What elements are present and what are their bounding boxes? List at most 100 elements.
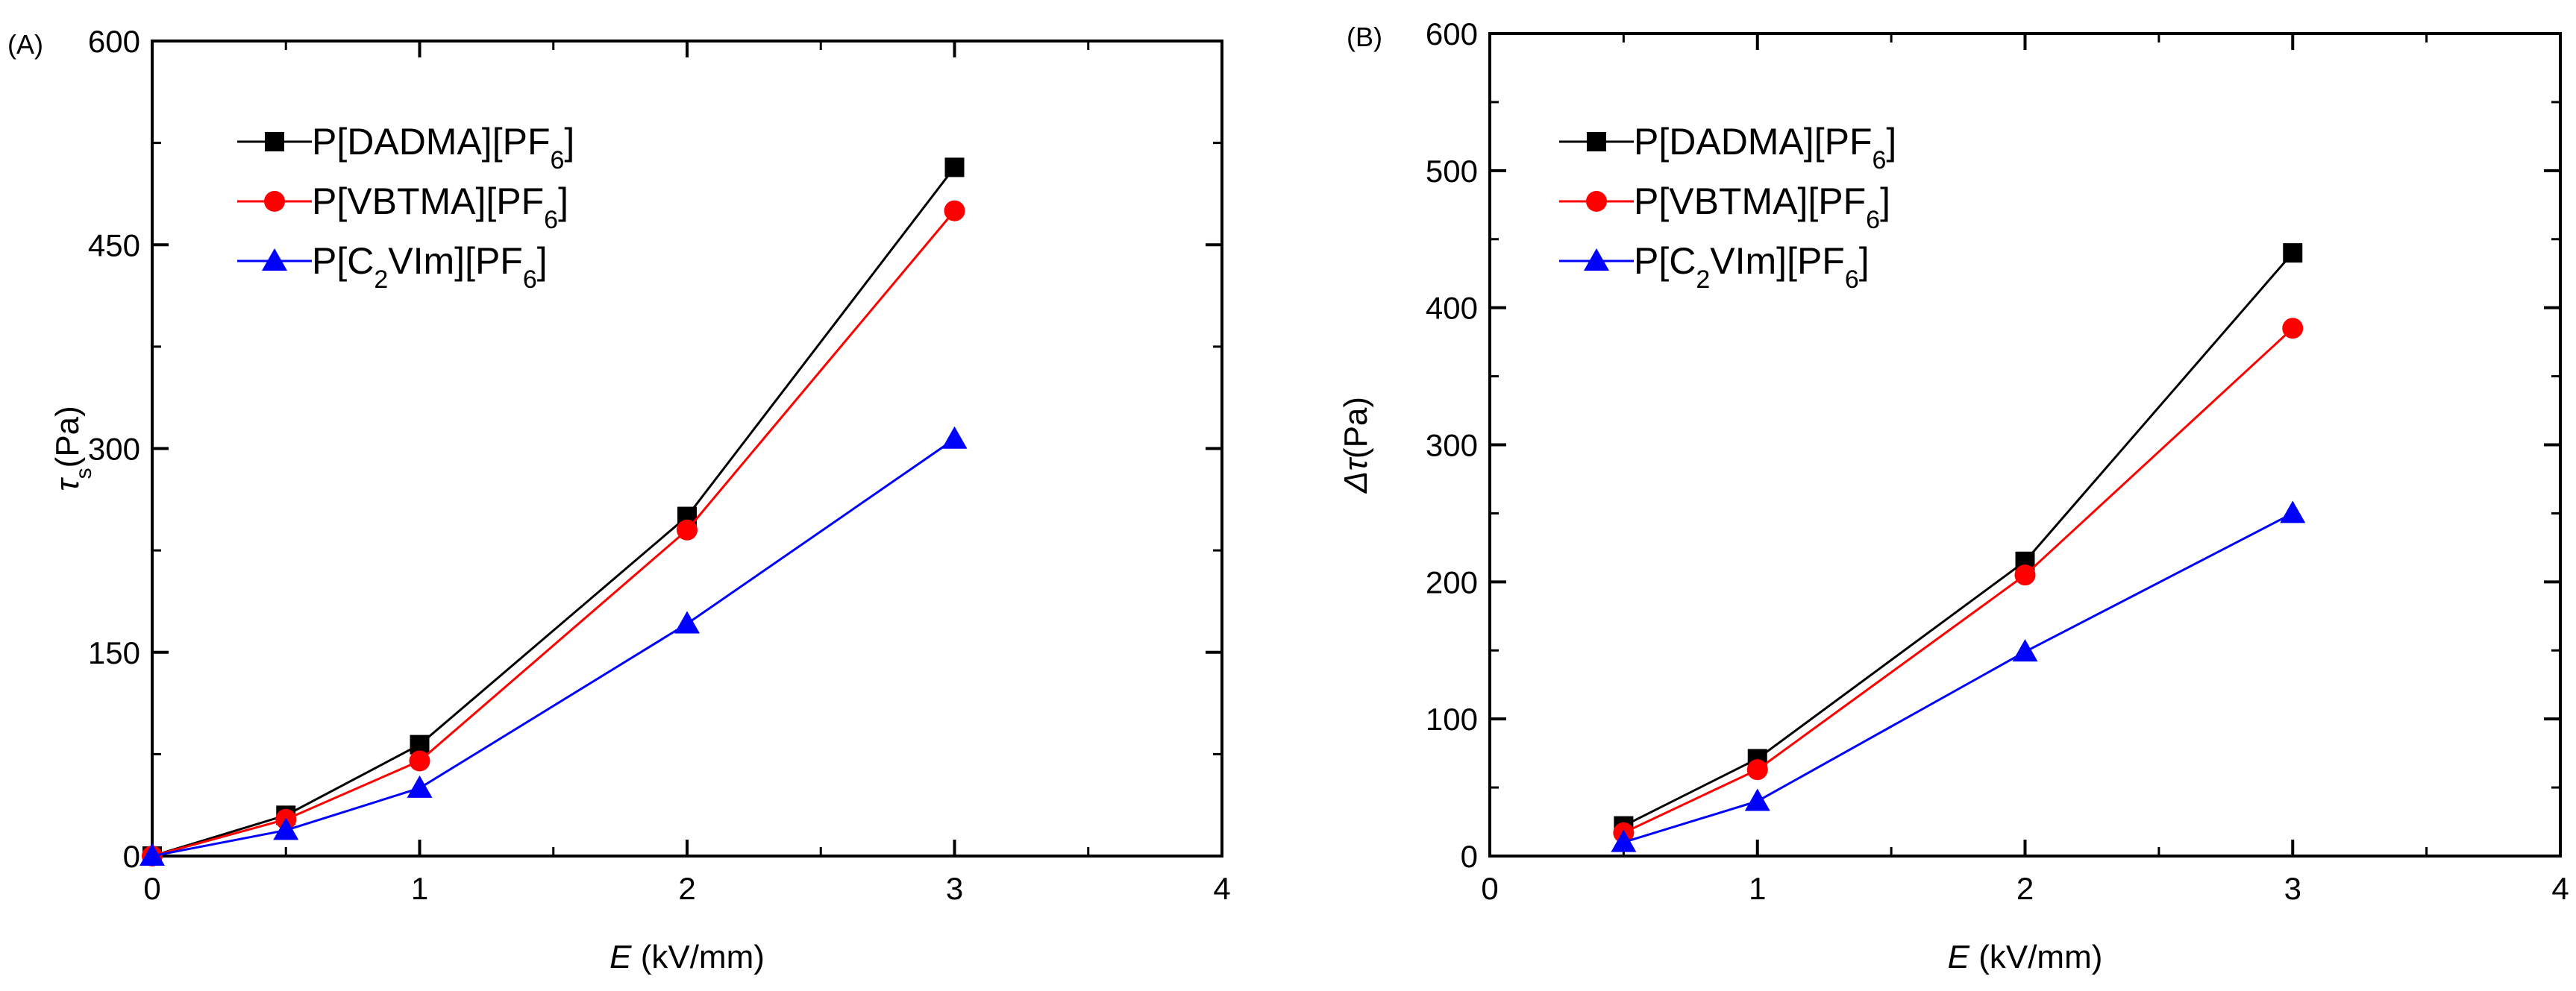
y-axis-unit: (Pa): [49, 406, 86, 468]
x-tick-label: 2: [2016, 871, 2034, 906]
legend-text: P[C: [312, 240, 374, 282]
x-tick-label: 0: [1481, 871, 1498, 906]
legend-text: P[DADMA][PF: [312, 121, 550, 163]
legend-marker: [262, 248, 287, 271]
legend-marker: [1584, 248, 1609, 271]
legend-text: P[C: [1634, 240, 1696, 282]
series-line: [1623, 252, 2294, 827]
y-tick-label: 100: [1426, 702, 1478, 737]
legend-label: P[C2VIm][PF6]: [312, 240, 548, 294]
x-tick-label: 1: [1749, 871, 1766, 906]
series-line: [151, 210, 956, 858]
data-point: [273, 817, 299, 840]
legend-subscript: 6: [544, 206, 558, 234]
legend-text: ]: [1859, 240, 1870, 282]
legend-subscript: 2: [374, 265, 388, 294]
series-1: [142, 200, 965, 866]
y-tick-label: 0: [123, 839, 140, 874]
x-tick-label: 2: [678, 871, 695, 906]
legend-text: ]: [1880, 180, 1890, 222]
legend-text: ]: [558, 180, 568, 222]
legend-marker: [1587, 132, 1606, 151]
y-axis-title: τs(Pa): [49, 406, 96, 491]
data-point: [674, 611, 700, 634]
series-2: [1611, 500, 2306, 852]
data-point: [2280, 500, 2306, 523]
x-tick-label: 3: [946, 871, 963, 906]
y-axis-subscript: s: [72, 468, 96, 479]
legend-item: P[C2VIm][PF6]: [1559, 240, 1870, 294]
legend-item: P[DADMA][PF6]: [1559, 121, 1896, 174]
legend-label: P[VBTMA][PF6]: [1634, 180, 1890, 234]
y-axis-unit: (Pa): [1338, 397, 1374, 459]
legend: P[DADMA][PF6]P[VBTMA][PF6]P[C2VIm][PF6]: [237, 121, 574, 294]
x-axis-variable: E: [609, 939, 632, 975]
legend-subscript: 6: [1866, 206, 1880, 234]
y-tick-label: 400: [1426, 291, 1478, 326]
series-2: [140, 426, 968, 866]
legend-subscript: 6: [550, 146, 564, 174]
y-tick-label: 150: [88, 635, 140, 670]
plot-frame: [151, 40, 1223, 858]
legend-label: P[C2VIm][PF6]: [1634, 240, 1870, 294]
series-line: [1623, 327, 2294, 834]
data-point: [2283, 243, 2303, 263]
legend-item: P[C2VIm][PF6]: [237, 240, 548, 294]
y-tick-label: 600: [1426, 16, 1478, 51]
legend-item: P[DADMA][PF6]: [237, 121, 574, 174]
x-tick-label: 4: [2551, 871, 2569, 906]
data-point: [677, 519, 698, 541]
data-point: [2012, 639, 2038, 662]
x-axis-variable: E: [1948, 939, 1970, 975]
data-point: [1744, 788, 1770, 811]
data-point: [2014, 564, 2036, 586]
data-point: [1611, 829, 1637, 852]
y-tick-label: 0: [1461, 839, 1478, 874]
data-point: [407, 775, 433, 798]
data-point: [140, 843, 165, 866]
legend-item: P[VBTMA][PF6]: [237, 180, 568, 234]
data-point: [944, 157, 965, 177]
legend-marker: [265, 132, 284, 151]
y-axis-symbol: Δτ: [1338, 457, 1374, 494]
legend-label: P[DADMA][PF6]: [1634, 121, 1896, 174]
legend-subscript: 6: [523, 265, 537, 294]
legend-subscript: 2: [1696, 265, 1710, 294]
x-tick-label: 1: [411, 871, 428, 906]
panel-label: (B): [1347, 22, 1382, 52]
legend-marker: [264, 191, 285, 212]
data-point: [1746, 759, 1768, 781]
series-1: [1613, 318, 2304, 843]
series-line: [151, 438, 956, 858]
x-tick-label: 3: [2284, 871, 2301, 906]
data-point: [409, 750, 430, 772]
x-axis-title: E (kV/mm): [1948, 939, 2103, 975]
legend-text: ]: [564, 121, 574, 163]
legend-text: ]: [537, 240, 548, 282]
x-axis-unit: (kV/mm): [631, 939, 764, 975]
legend-marker: [1586, 191, 1607, 212]
legend-text: VIm][PF: [1710, 240, 1845, 282]
data-point: [944, 200, 965, 221]
legend-subscript: 6: [1872, 146, 1886, 174]
chart-panel-a: (A) 0 1 2 3 4 0 150 300 450 600 E (kV/mm) τs(Pa) P[DA…: [7, 24, 1231, 975]
legend-text: VIm][PF: [388, 240, 523, 282]
legend-text: ]: [1886, 121, 1896, 163]
x-tick-label: 4: [1213, 871, 1230, 906]
data-point: [2282, 318, 2304, 339]
y-tick-label: 200: [1426, 564, 1478, 600]
y-tick-label: 450: [88, 227, 140, 262]
legend-text: P[VBTMA][PF: [1634, 180, 1866, 222]
legend-label: P[VBTMA][PF6]: [312, 180, 568, 234]
y-tick-label: 300: [88, 432, 140, 467]
y-axis-title: Δτ(Pa): [1338, 397, 1374, 494]
legend-item: P[VBTMA][PF6]: [1559, 180, 1890, 234]
legend: P[DADMA][PF6]P[VBTMA][PF6]P[C2VIm][PF6]: [1559, 121, 1896, 294]
legend-subscript: 6: [1845, 265, 1859, 294]
y-tick-label: 500: [1426, 154, 1478, 189]
chart-panel-b: (B) 0 1 2 3 4 0 100 200 300 400 500 600 E (kV/mm) Δτ(P…: [1338, 16, 2569, 975]
x-tick-label: 0: [143, 871, 160, 906]
panel-label: (A): [7, 29, 43, 60]
y-tick-label: 300: [1426, 428, 1478, 463]
